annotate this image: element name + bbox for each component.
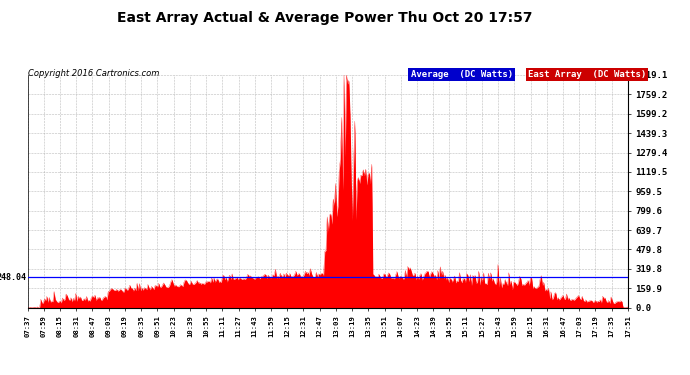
Text: 248.04: 248.04 [0, 273, 26, 282]
Text: Average  (DC Watts): Average (DC Watts) [411, 70, 513, 79]
Text: Copyright 2016 Cartronics.com: Copyright 2016 Cartronics.com [28, 69, 159, 78]
Text: East Array Actual & Average Power Thu Oct 20 17:57: East Array Actual & Average Power Thu Oc… [117, 11, 532, 25]
Text: East Array  (DC Watts): East Array (DC Watts) [528, 70, 646, 79]
